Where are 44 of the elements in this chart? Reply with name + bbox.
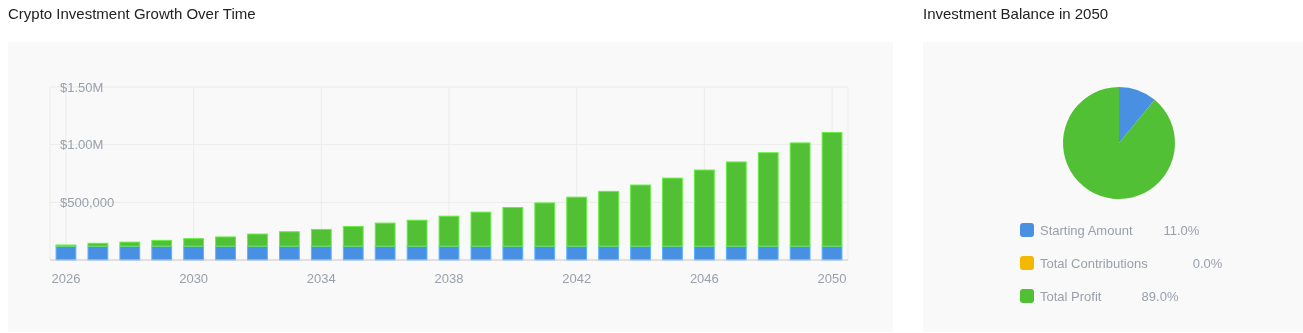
bar <box>757 152 779 247</box>
data-label: 11.0% <box>1163 222 1200 238</box>
bar <box>151 239 173 247</box>
y-tick-label: $500,000 <box>60 194 115 210</box>
legend-label: Total Profit <box>1040 288 1102 304</box>
pie-slice <box>1063 87 1175 199</box>
bar <box>789 142 811 247</box>
bar <box>247 233 268 247</box>
chart-title: Investment Balance in 2050 <box>923 5 1109 22</box>
chart-title: Crypto Investment Growth Over Time <box>8 5 256 22</box>
bar <box>406 219 428 247</box>
bar <box>725 161 747 247</box>
bar <box>598 190 619 247</box>
bar <box>279 231 300 247</box>
x-tick-label: 2034 <box>306 271 336 286</box>
bar <box>821 132 843 247</box>
x-tick-label: 2026 <box>51 271 81 286</box>
x-tick-label: 2038 <box>434 271 464 286</box>
legend-label: Starting Amount <box>1040 222 1133 238</box>
bar <box>534 202 556 247</box>
bar <box>438 215 460 247</box>
bar <box>502 207 524 247</box>
bar <box>87 242 109 247</box>
legend-label: Total Contributions <box>1040 255 1149 271</box>
x-tick-label: 2050 <box>817 271 847 286</box>
y-tick-label: $1.00M <box>60 137 104 153</box>
bar <box>215 236 236 247</box>
bar <box>342 226 364 247</box>
pie-slice <box>1119 87 1155 143</box>
x-tick-label: 2030 <box>179 271 209 286</box>
text: 0.0% <box>1192 255 1223 271</box>
bar <box>374 222 396 247</box>
bar <box>630 184 651 247</box>
bar <box>183 238 205 247</box>
bar <box>310 228 332 247</box>
bar <box>119 241 141 247</box>
bar <box>693 169 715 247</box>
bar <box>566 196 588 247</box>
bar <box>470 211 492 247</box>
y-tick-label: $1.50M <box>60 79 104 95</box>
x-tick-label: 2046 <box>689 271 719 286</box>
bar <box>662 177 683 247</box>
data-label: 89.0% <box>1141 288 1179 304</box>
x-tick-label: 2042 <box>562 271 592 286</box>
